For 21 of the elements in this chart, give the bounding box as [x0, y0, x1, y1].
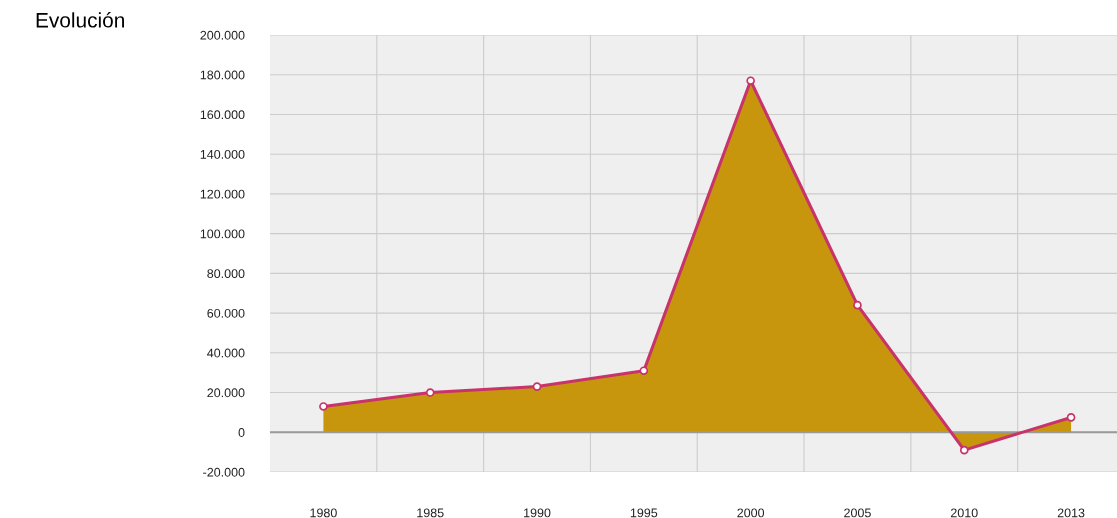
y-tick-label: 80.000	[207, 269, 245, 279]
y-tick-label: 180.000	[200, 70, 245, 80]
y-tick-label: 20.000	[207, 388, 245, 398]
x-tick-label: 1980	[310, 508, 337, 518]
x-tick-label: 2005	[844, 508, 871, 518]
x-tick-label: 1995	[630, 508, 658, 518]
y-tick-label: 60.000	[207, 308, 245, 318]
text: Evolución	[36, 12, 124, 28]
x-tick-label: 2000	[737, 508, 765, 518]
x-tick-label: 2010	[950, 508, 978, 518]
y-tick-label: 100.000	[200, 229, 245, 239]
y-tick-label: 200.000	[200, 30, 245, 40]
y-tick-label: 160.000	[200, 110, 245, 120]
x-tick-label: 2013	[1057, 508, 1085, 518]
y-tick-label: 120.000	[200, 189, 245, 199]
x-tick-label: 1990	[524, 508, 551, 518]
y-tick-label: 40.000	[207, 348, 245, 358]
y-tick-label: -20.000	[203, 467, 245, 477]
y-tick-label: 0	[238, 428, 245, 437]
x-tick-label: 1985	[417, 508, 444, 518]
y-tick-label: 140.000	[200, 149, 245, 159]
